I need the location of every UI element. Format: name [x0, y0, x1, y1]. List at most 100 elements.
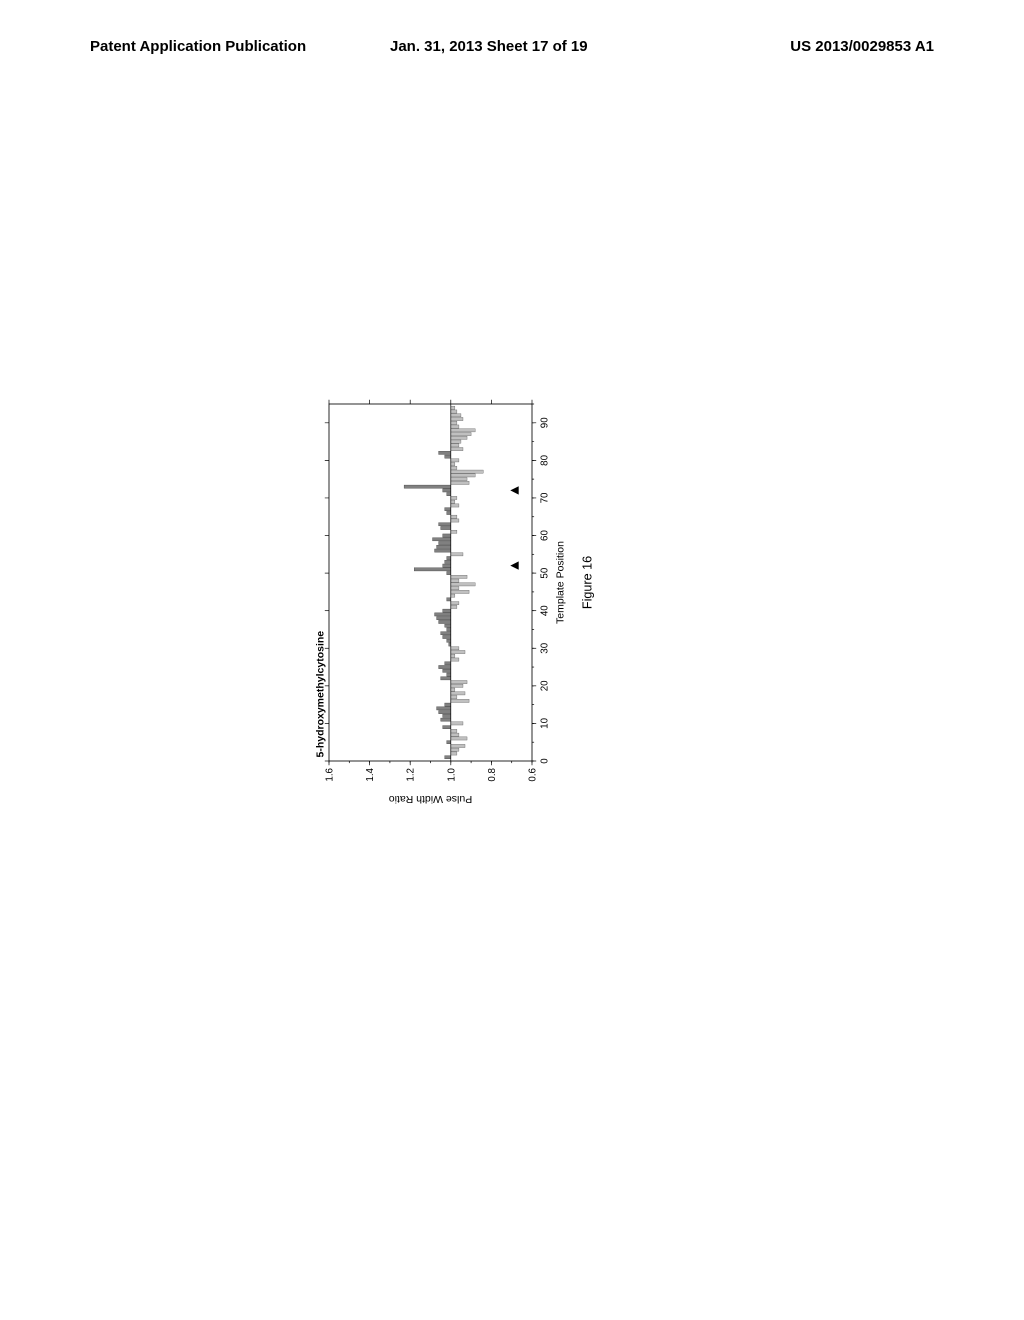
bar [451, 519, 459, 522]
bar [451, 447, 463, 450]
y-tick-label: 1.0 [446, 767, 457, 781]
bar [451, 459, 459, 462]
bar [451, 425, 459, 428]
bar [451, 658, 459, 661]
bar [451, 579, 459, 582]
y-tick-label: 1.2 [406, 768, 417, 782]
bar [445, 560, 451, 563]
bar [433, 538, 451, 541]
x-tick-label: 40 [539, 605, 550, 616]
bar [441, 526, 451, 529]
bar [451, 583, 475, 586]
bar [451, 696, 457, 699]
x-tick-label: 50 [539, 567, 550, 578]
bar [447, 556, 451, 559]
bar [445, 455, 451, 458]
triangle-marker-icon [510, 486, 518, 494]
bar [445, 508, 451, 511]
bar [451, 650, 465, 653]
bar [451, 699, 469, 702]
header-right: US 2013/0029853 A1 [790, 38, 934, 55]
bar [451, 500, 455, 503]
bar [435, 613, 451, 616]
bar [439, 620, 451, 623]
bar [451, 602, 459, 605]
bar [451, 587, 459, 590]
bar [451, 474, 475, 477]
y-tick-label: 1.6 [325, 767, 336, 781]
bar [451, 470, 483, 473]
bar [451, 605, 457, 608]
bar [439, 711, 451, 714]
bar [451, 417, 463, 420]
bar [447, 741, 451, 744]
chart-container: 5-hydroxymethylcytosine0.60.81.01.21.41.… [155, 390, 755, 810]
bar [451, 590, 469, 593]
bar [441, 677, 451, 680]
bar [445, 662, 451, 665]
bar [451, 684, 463, 687]
bar [451, 406, 455, 409]
bar [451, 429, 475, 432]
bar [451, 481, 469, 484]
bar [439, 541, 451, 544]
bar [447, 598, 451, 601]
x-tick-label: 10 [539, 717, 550, 728]
x-tick-label: 70 [539, 492, 550, 503]
x-tick-label: 90 [539, 417, 550, 428]
bar [443, 489, 451, 492]
y-tick-label: 0.8 [487, 767, 498, 781]
bar [451, 692, 465, 695]
bar [451, 414, 461, 417]
bar [447, 572, 451, 575]
bar [443, 534, 451, 537]
bar [451, 722, 463, 725]
header-center: Jan. 31, 2013 Sheet 17 of 19 [390, 38, 588, 55]
bar [451, 654, 455, 657]
x-tick-label: 20 [539, 680, 550, 691]
bar [451, 515, 457, 518]
bar [451, 440, 461, 443]
bar [437, 617, 451, 620]
bar [451, 737, 467, 740]
bar [414, 568, 451, 571]
bar [443, 609, 451, 612]
bar-chart: 5-hydroxymethylcytosine0.60.81.01.21.41.… [155, 390, 755, 810]
y-tick-label: 1.4 [365, 767, 376, 781]
x-tick-label: 80 [539, 454, 550, 465]
x-tick-label: 30 [539, 642, 550, 653]
bar [451, 575, 467, 578]
bar [451, 432, 471, 435]
bar [443, 714, 451, 717]
x-tick-label: 60 [539, 530, 550, 541]
bar [404, 485, 451, 488]
bar [445, 624, 451, 627]
bar [443, 726, 451, 729]
bar [443, 564, 451, 567]
bar [451, 463, 455, 466]
y-axis-title: Pulse Width Ratio [389, 793, 473, 805]
bar [439, 665, 451, 668]
bar [445, 756, 451, 759]
bar [451, 496, 457, 499]
bar [451, 436, 467, 439]
bar [451, 744, 465, 747]
bar [451, 647, 459, 650]
bar [451, 410, 457, 413]
bar [437, 545, 451, 548]
bar [451, 680, 467, 683]
bar [451, 752, 457, 755]
bar [447, 628, 451, 631]
bar [443, 669, 451, 672]
bar [447, 511, 451, 514]
triangle-marker-icon [510, 561, 518, 569]
bar [439, 523, 451, 526]
bar [451, 530, 457, 533]
bar [451, 504, 459, 507]
bar [451, 478, 467, 481]
bar [443, 635, 451, 638]
x-axis-title: Template Position [555, 541, 567, 624]
bar [439, 451, 451, 454]
bar [447, 493, 451, 496]
bar [437, 707, 451, 710]
